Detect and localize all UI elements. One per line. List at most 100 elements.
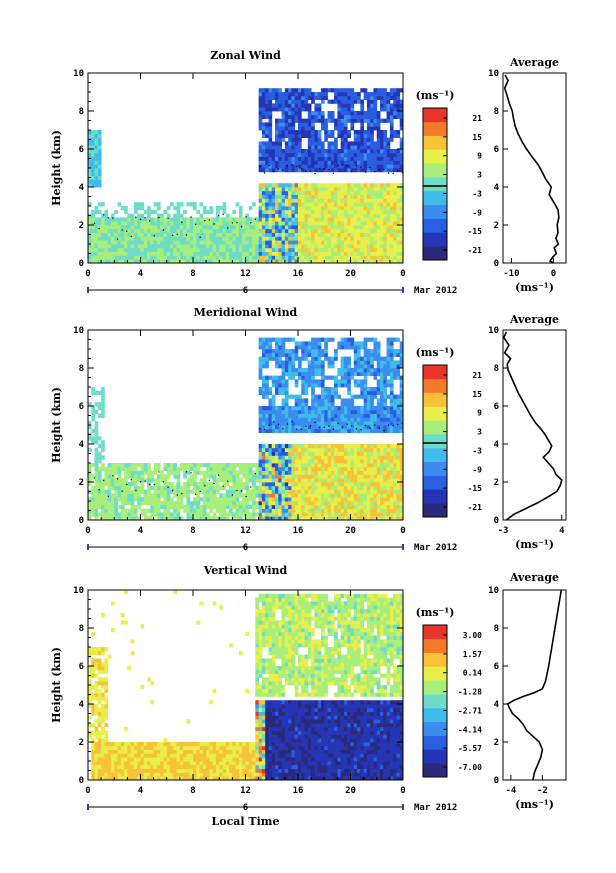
heatmap-cell xyxy=(288,228,292,233)
heatmap-cell xyxy=(347,183,351,188)
heatmap-cell xyxy=(320,402,325,407)
heatmap-cell xyxy=(307,493,312,498)
heatmap-cell xyxy=(242,466,246,471)
heatmap-cell xyxy=(399,107,404,112)
heatmap-cell xyxy=(101,240,105,245)
heatmap-cell xyxy=(291,111,296,116)
heatmap-cell xyxy=(314,221,319,226)
heatmap-cell xyxy=(324,259,328,264)
heatmap-cell xyxy=(373,417,378,422)
heatmap-cell xyxy=(399,198,404,203)
heatmap-cell xyxy=(258,88,263,93)
heatmap-cell xyxy=(366,228,371,233)
heatmap-cell xyxy=(278,251,282,256)
heatmap-cell xyxy=(383,409,387,414)
heatmap-cell xyxy=(101,228,105,233)
heatmap-cell xyxy=(324,198,328,203)
heatmap-cell xyxy=(97,240,102,245)
heatmap-cell xyxy=(340,107,345,112)
heatmap-cell xyxy=(320,512,325,517)
heatmap-cell xyxy=(314,383,319,388)
heatmap-cell xyxy=(97,478,102,483)
heatmap-cell xyxy=(396,183,401,188)
heatmap-cell xyxy=(363,251,368,256)
heatmap-cell xyxy=(137,251,141,256)
heatmap-cell xyxy=(288,160,292,165)
heatmap-cell xyxy=(170,485,174,490)
heatmap-cell xyxy=(176,504,181,509)
heatmap-cell xyxy=(370,413,374,418)
heatmap-cell xyxy=(314,183,319,188)
heatmap-cell xyxy=(291,356,296,361)
heatmap-cell xyxy=(120,232,125,237)
heatmap-cell xyxy=(396,130,401,135)
heatmap-cell xyxy=(298,409,302,414)
heatmap-cell xyxy=(255,485,260,490)
heatmap-cell xyxy=(317,259,322,264)
heatmap-cell xyxy=(314,164,319,169)
heatmap-cell xyxy=(278,194,282,199)
heatmap-cell xyxy=(301,133,305,138)
heatmap-cell xyxy=(258,206,263,211)
contour-dot xyxy=(121,229,123,231)
heatmap-cell xyxy=(229,236,233,241)
heatmap-cell xyxy=(357,394,361,399)
heatmap-cell xyxy=(268,390,273,395)
heatmap-cell xyxy=(380,255,384,260)
heatmap-cell xyxy=(311,444,315,449)
heatmap-cell xyxy=(166,482,171,487)
heatmap-cell xyxy=(186,482,191,487)
heatmap-cell xyxy=(324,209,328,214)
heatmap-cell xyxy=(104,493,109,498)
heatmap-cell xyxy=(366,352,371,357)
heatmap-cell xyxy=(311,428,315,433)
heatmap-cell xyxy=(366,447,371,452)
heatmap-cell xyxy=(156,217,161,222)
heatmap-cell xyxy=(399,149,404,154)
heatmap-cell xyxy=(294,99,299,104)
heatmap-cell xyxy=(281,221,286,226)
heatmap-cell xyxy=(353,259,358,264)
heatmap-cell xyxy=(94,251,99,256)
heatmap-cell xyxy=(380,368,384,373)
heatmap-cell xyxy=(343,232,348,237)
heatmap-cell xyxy=(97,225,102,230)
heatmap-cell xyxy=(176,259,181,264)
heatmap-cell xyxy=(242,493,246,498)
heatmap-cell xyxy=(199,504,204,509)
heatmap-cell xyxy=(386,259,391,264)
heatmap-cell xyxy=(258,244,263,249)
heatmap-cell xyxy=(235,244,240,249)
heatmap-cell xyxy=(268,493,273,498)
heatmap-cell xyxy=(88,497,92,502)
heatmap-cell xyxy=(261,145,266,150)
heatmap-cell xyxy=(383,103,387,108)
heatmap-cell xyxy=(360,463,365,468)
heatmap-cell xyxy=(363,187,368,192)
heatmap-cell xyxy=(255,240,260,245)
heatmap-cell xyxy=(288,190,292,195)
heatmap-cell xyxy=(196,501,200,506)
heatmap-cell xyxy=(179,493,184,498)
heatmap-cell xyxy=(320,368,325,373)
heatmap-cell xyxy=(360,451,365,456)
heatmap-cell xyxy=(311,156,315,161)
heatmap-cell xyxy=(278,88,282,93)
heatmap-cell xyxy=(179,236,184,241)
heatmap-cell xyxy=(320,92,325,97)
heatmap-cell xyxy=(337,213,342,218)
heatmap-cell xyxy=(340,516,345,521)
heatmap-cell xyxy=(376,168,381,173)
heatmap-cell xyxy=(281,95,286,100)
heatmap-cell xyxy=(137,259,141,264)
heatmap-cell xyxy=(265,107,269,112)
heatmap-cell xyxy=(166,497,171,502)
heatmap-cell xyxy=(304,349,309,354)
heatmap-cell xyxy=(202,232,207,237)
heatmap-cell xyxy=(291,406,296,411)
heatmap-cell xyxy=(288,482,292,487)
heatmap-cell xyxy=(389,190,394,195)
heatmap-cell xyxy=(393,232,397,237)
heatmap-cell xyxy=(117,259,122,264)
heatmap-cell xyxy=(327,111,332,116)
